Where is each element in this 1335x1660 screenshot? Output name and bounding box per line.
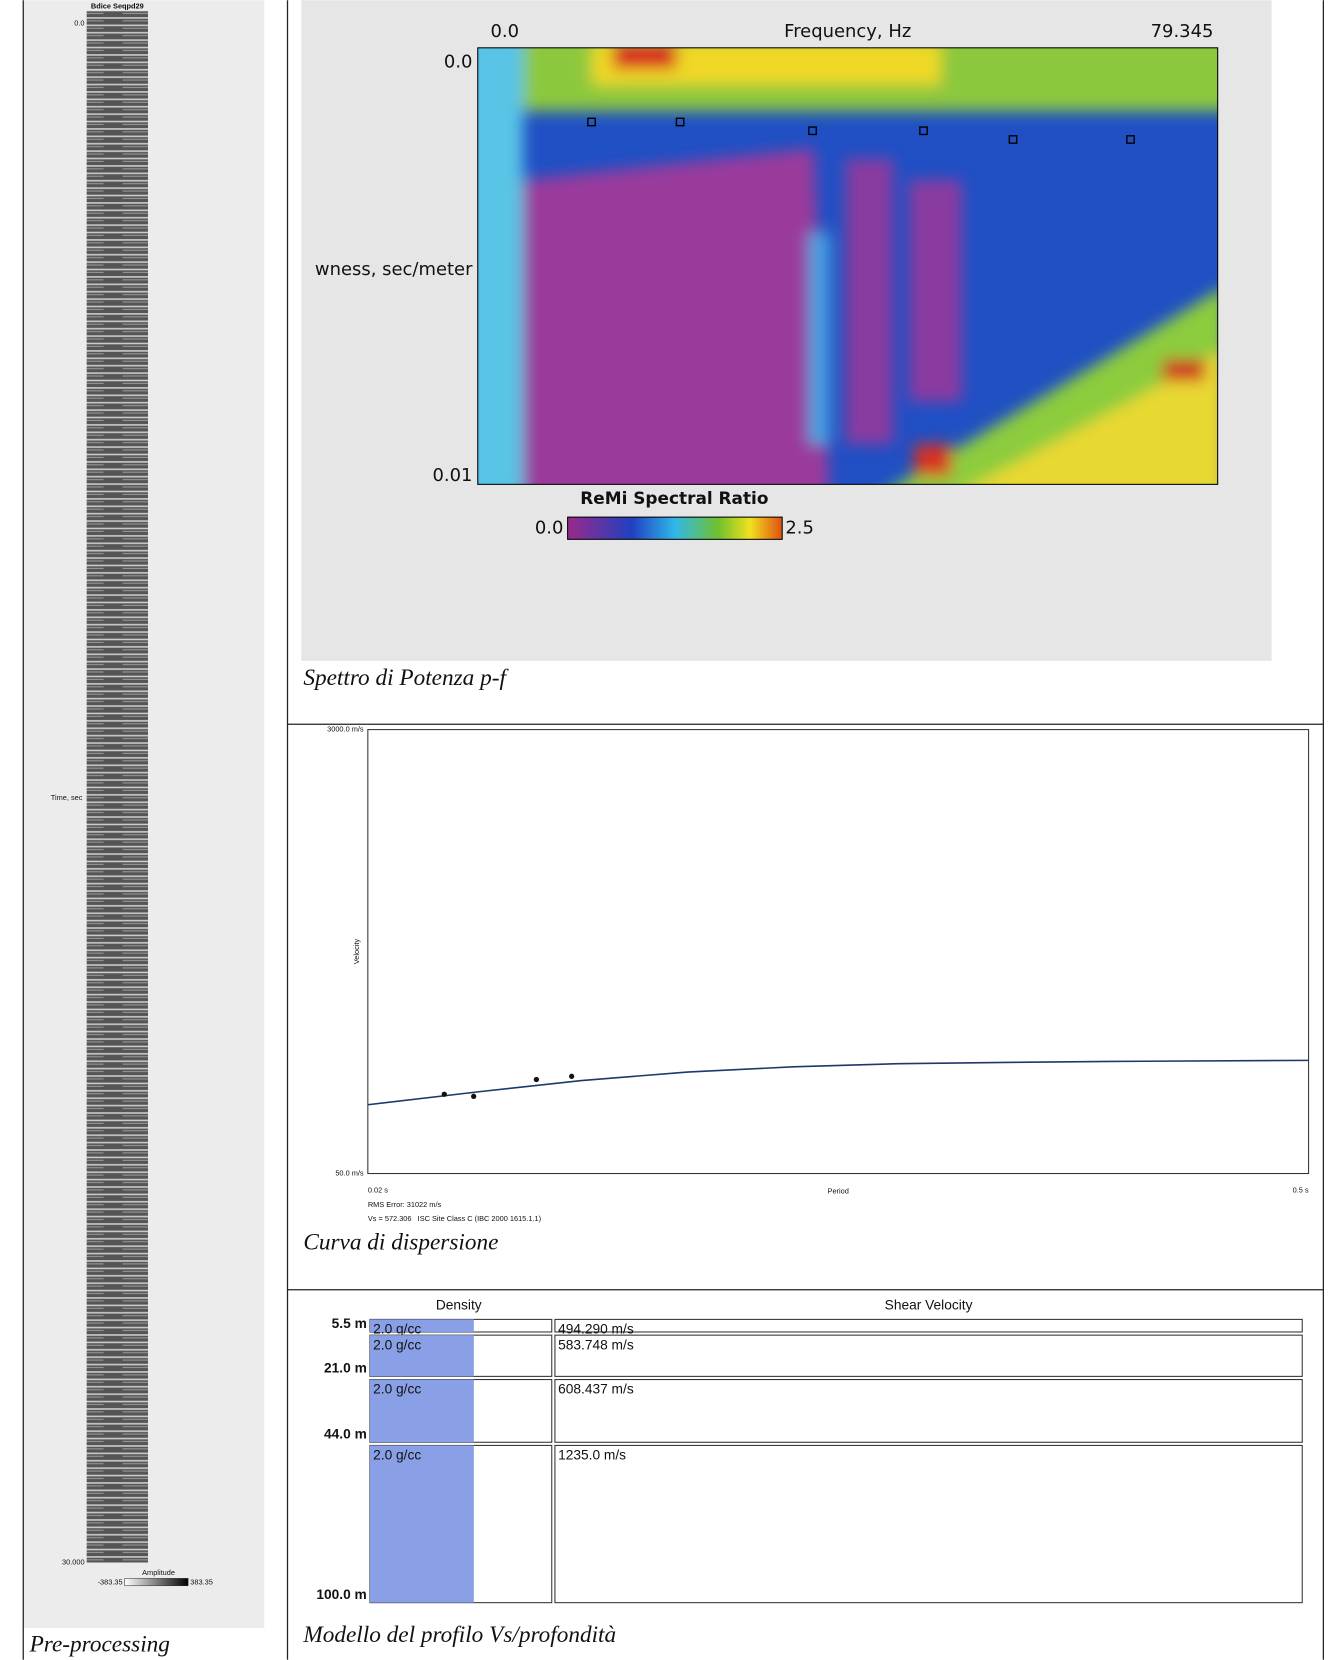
time-label: Time, sec [51, 793, 83, 802]
density-label: 2.0 g/cc [373, 1448, 421, 1463]
plot-frame [368, 730, 1309, 1174]
caption: Spettro di Potenza p-f [303, 665, 509, 691]
density-label: 2.0 g/cc [373, 1322, 421, 1337]
velocity-box [555, 1319, 1302, 1332]
velocity-label: 1235.0 m/s [558, 1448, 626, 1463]
y-tick-label: 0.01 [432, 465, 472, 486]
colorbar [568, 517, 783, 539]
dispersion-point [534, 1077, 539, 1082]
colorbar-title: ReMi Spectral Ratio [580, 488, 768, 508]
x-tick-label: 0.0 [490, 21, 519, 42]
density-label: 2.0 g/cc [373, 1382, 421, 1397]
seismic-record [87, 11, 148, 1563]
colorbar-tick-label: 0.0 [535, 518, 564, 539]
dispersion-point [471, 1094, 476, 1099]
rms-error: RMS Error: 31022 m/s [368, 1200, 442, 1209]
velocity-label: 608.437 m/s [558, 1382, 634, 1397]
velocity-title: Shear Velocity [885, 1297, 973, 1312]
y-axis-label: Velocity [352, 939, 361, 965]
page: Bdice Seqpd29 0.0 Time, sec 30.000 Ampli… [0, 0, 1335, 1660]
density-title: Density [436, 1297, 482, 1312]
velocity-box [555, 1445, 1302, 1602]
velocity-label: 583.748 m/s [558, 1337, 634, 1352]
y-axis-label: wness, sec/meter [315, 259, 473, 280]
time-start: 0.0 [74, 18, 84, 27]
dispersion-point [442, 1092, 447, 1097]
colorbar-tick-label: 2.5 [785, 518, 814, 539]
depth-label: 44.0 m [324, 1426, 367, 1441]
velocity-box [555, 1335, 1302, 1376]
depth-label: 21.0 m [324, 1361, 367, 1376]
y-tick-label: 3000.0 m/s [327, 725, 364, 734]
caption: Pre-processing [29, 1631, 170, 1657]
velocity-label: 494.290 m/s [558, 1322, 634, 1337]
depth-label: 5.5 m [332, 1316, 367, 1331]
x-tick-label: 0.5 s [1293, 1185, 1309, 1194]
caption: Curva di dispersione [303, 1230, 498, 1256]
time-end: 30.000 [62, 1557, 85, 1566]
amplitude-min: -383.35 [98, 1578, 123, 1587]
y-tick-label: 50.0 m/s [335, 1168, 364, 1177]
caption: Modello del profilo Vs/profondità [302, 1622, 616, 1648]
x-tick-label: 0.02 s [368, 1185, 388, 1194]
record-header: Bdice Seqpd29 [91, 2, 144, 11]
x-axis-label: Frequency, Hz [784, 21, 911, 42]
dispersion-curve [368, 1060, 1309, 1104]
x-axis-label: Period [828, 1186, 849, 1195]
amplitude-max: 383.35 [190, 1578, 213, 1587]
amplitude-bar [125, 1578, 188, 1585]
velocity-box [555, 1380, 1302, 1443]
density-label: 2.0 g/cc [373, 1337, 421, 1352]
x-tick-label: 79.345 [1151, 21, 1214, 42]
depth-label: 100.0 m [316, 1587, 366, 1602]
amplitude-label: Amplitude [142, 1568, 175, 1577]
density-bar [370, 1445, 474, 1602]
summary: Vs = 572.306 ISC Site Class C (IBC 2000 … [368, 1214, 541, 1223]
y-tick-label: 0.0 [444, 52, 473, 73]
spectrum-image [465, 32, 1242, 497]
dispersion-point [569, 1074, 574, 1079]
